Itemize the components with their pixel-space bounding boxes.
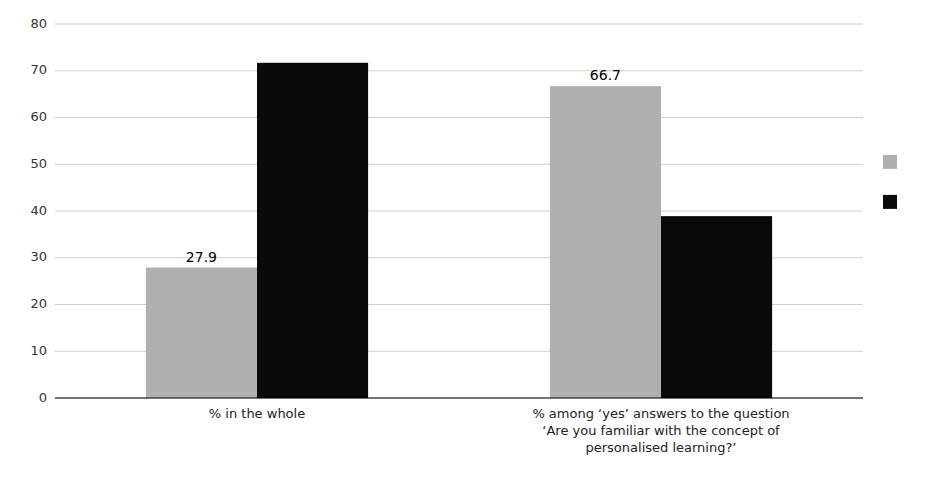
- y-tick-label: 40: [30, 203, 47, 218]
- y-tick-label: 70: [30, 62, 47, 77]
- grid-line: [55, 398, 863, 399]
- y-tick-label: 60: [30, 109, 47, 124]
- grid-line: [55, 164, 863, 165]
- data-labels: 27.9 66.7: [186, 67, 621, 264]
- bar: [257, 63, 368, 398]
- x-tick-label-line: ‘Are you familiar with the concept of: [542, 423, 780, 438]
- y-tick-label: 0: [39, 390, 47, 405]
- bar: [550, 86, 661, 398]
- legend-swatch: [883, 195, 897, 209]
- x-tick-label: % in the whole: [209, 406, 305, 421]
- x-axis-line: [55, 398, 863, 399]
- grid: [55, 24, 863, 398]
- x-tick-label-line: % in the whole: [209, 406, 305, 421]
- chart-container: 0 10 20 30 40 50 60 70 80 27.9 66.7 % in the whole%…: [0, 0, 933, 488]
- grid-line: [55, 70, 863, 71]
- bar: [661, 216, 772, 398]
- chart: 0 10 20 30 40 50 60 70 80 27.9 66.7 % in the whole%…: [0, 0, 933, 488]
- y-tick-label: 80: [30, 16, 47, 31]
- bars: [146, 63, 772, 398]
- grid-line: [55, 211, 863, 212]
- y-tick-label: 10: [30, 343, 47, 358]
- legend: [883, 155, 897, 209]
- x-tick-label-line: personalised learning?’: [586, 440, 737, 455]
- y-tick-label: 50: [30, 156, 47, 171]
- data-label: 66.7: [590, 67, 621, 83]
- data-label: 27.9: [186, 249, 217, 265]
- x-tick-label-line: % among ‘yes’ answers to the question: [532, 406, 789, 421]
- y-tick-label: 30: [30, 249, 47, 264]
- grid-line: [55, 117, 863, 118]
- bar: [146, 268, 257, 398]
- y-tick-label: 20: [30, 296, 47, 311]
- legend-swatch: [883, 155, 897, 169]
- grid-line: [55, 24, 863, 25]
- x-tick-label: % among ‘yes’ answers to the question ‘Ar…: [532, 406, 789, 455]
